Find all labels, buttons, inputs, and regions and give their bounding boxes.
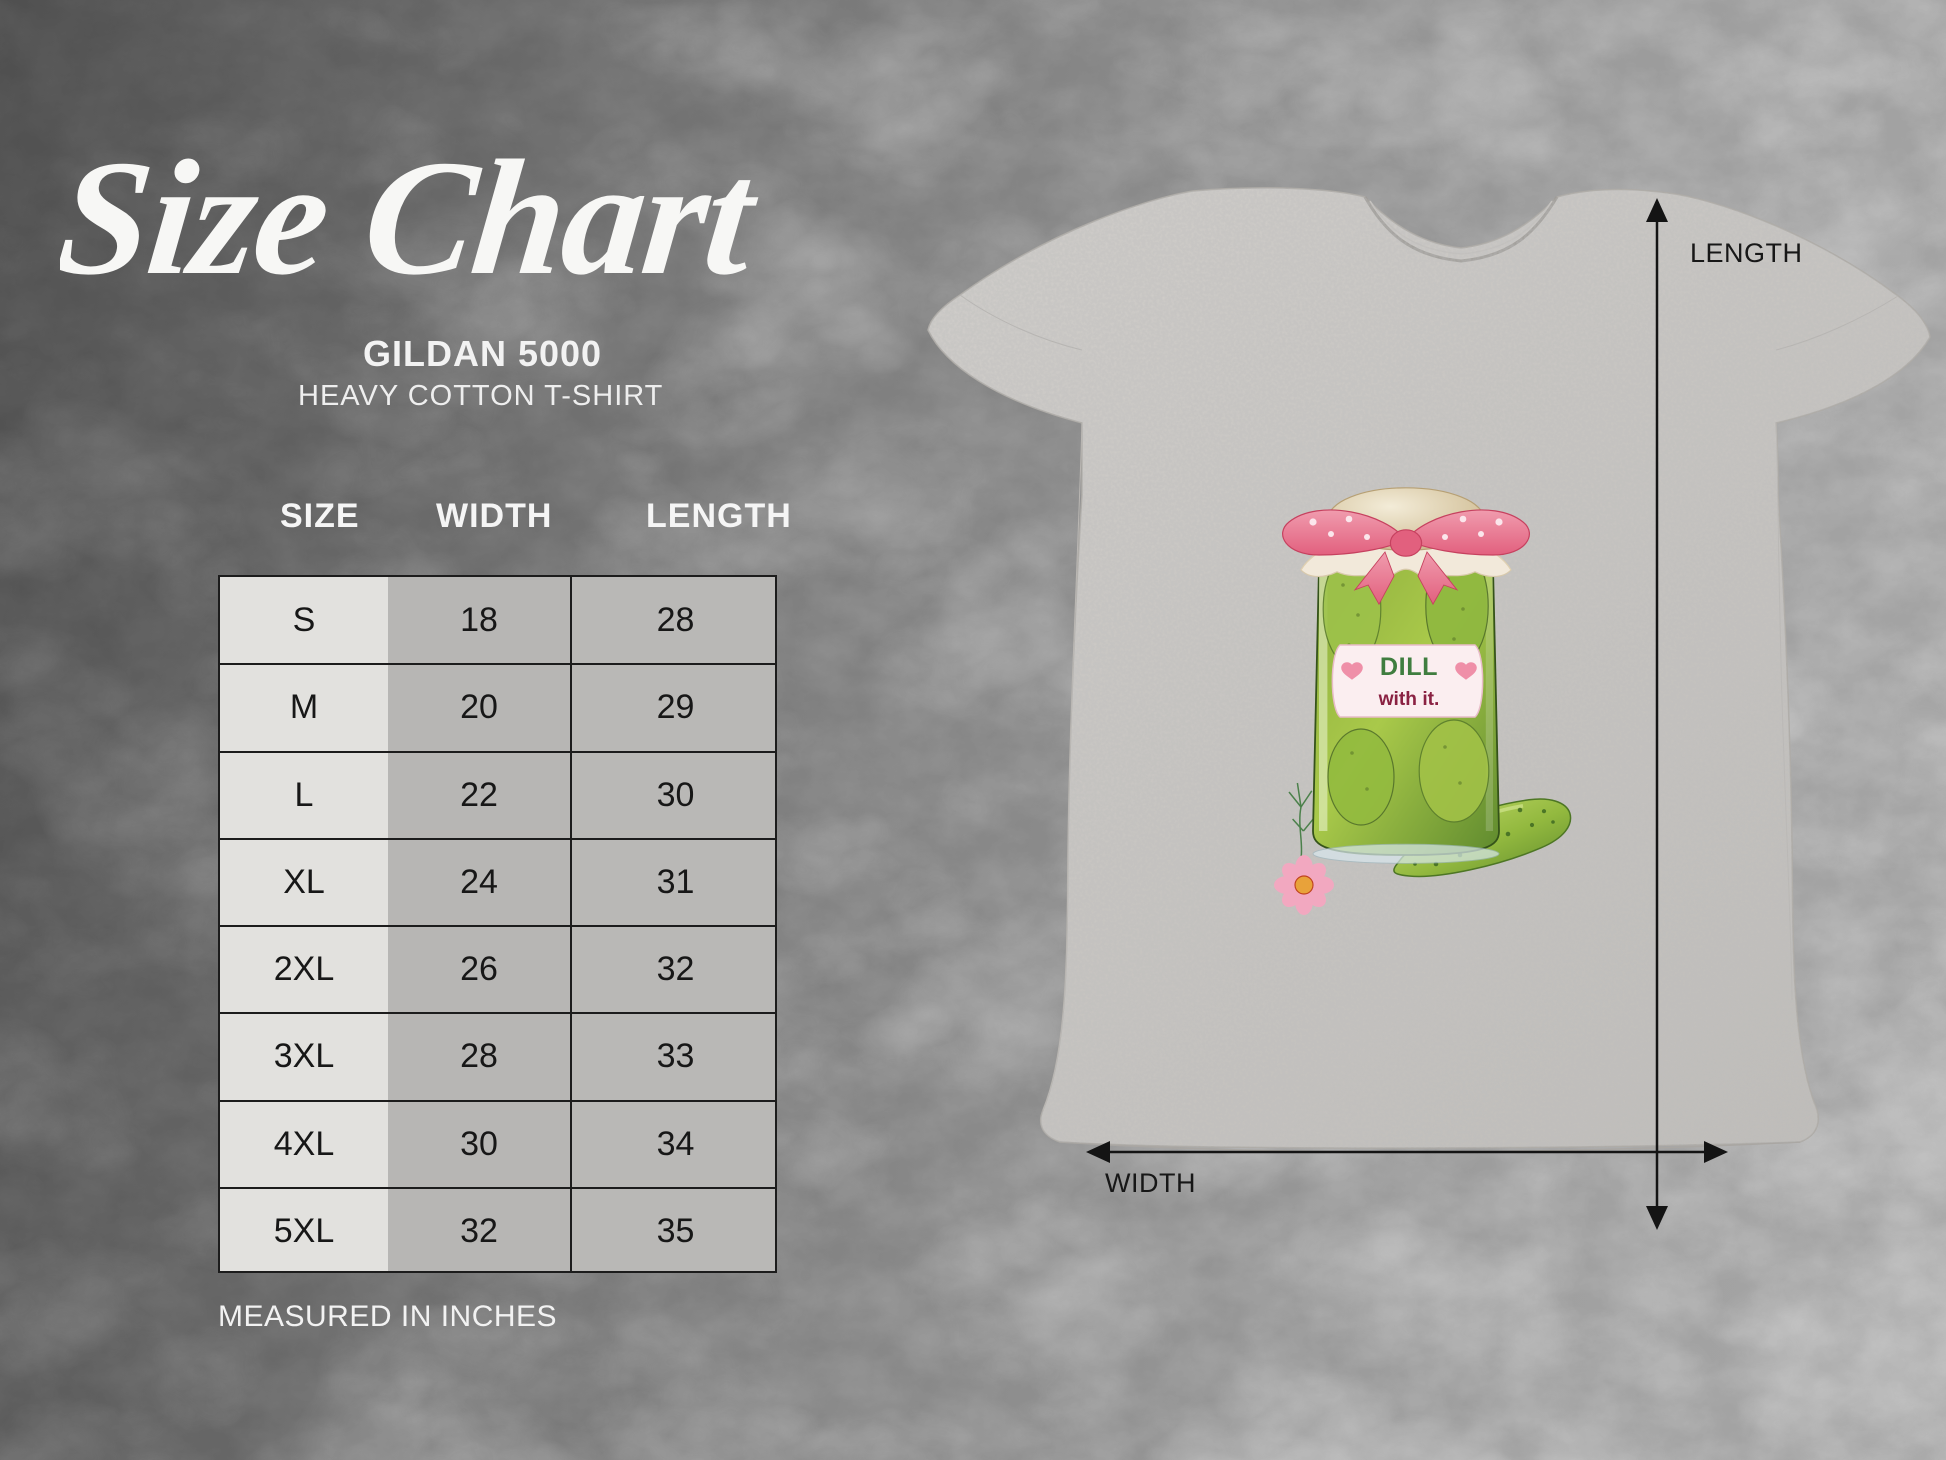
svg-text:Size Chart: Size Chart: [60, 126, 767, 308]
